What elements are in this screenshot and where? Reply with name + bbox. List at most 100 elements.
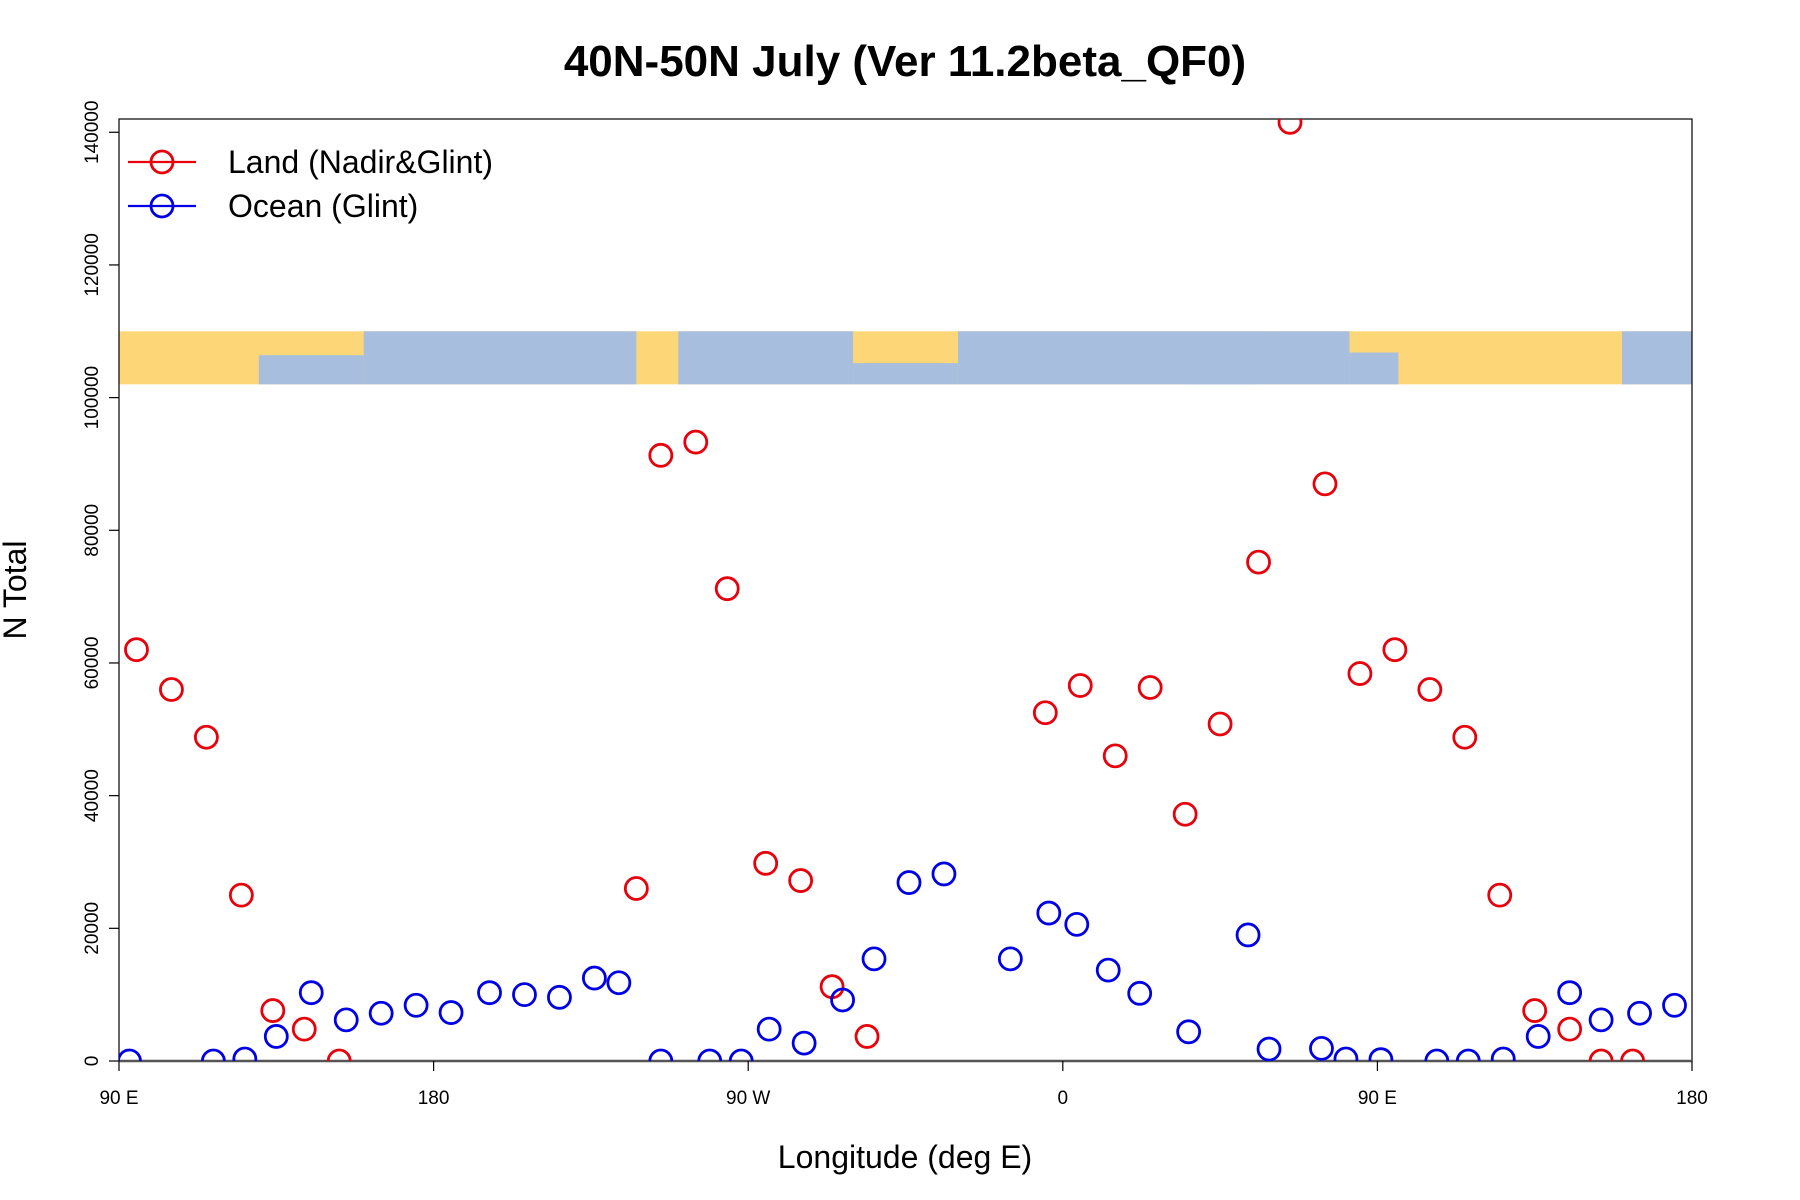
land-point [1207,711,1233,737]
plot-frame [118,118,1693,1062]
ocean-point [200,1048,226,1061]
land-point [623,876,649,901]
y-tick-label: 120000 [82,233,103,296]
ocean-point [298,980,324,1006]
ocean-point [1095,957,1121,983]
ocean-point [830,987,855,1013]
chart-title: 40N-50N July (Ver 11.2beta_QF0) [564,37,1246,86]
x-axis: 90 E 180 90 W 0 90 E 180 [99,1061,1708,1109]
ocean-point [1525,1024,1551,1049]
ocean-point [1588,1007,1614,1033]
ocean-point [1256,1036,1282,1061]
ocean-point [547,984,572,1010]
land-point [291,1016,317,1042]
y-tick-label: 0 [82,1056,103,1067]
land-point [1452,724,1478,750]
land-point [1522,998,1548,1023]
ocean-point [861,946,887,972]
land-point [1382,637,1408,663]
y-tick-label: 80000 [82,504,103,557]
legend: Land (Nadir&Glint) Ocean (Glint) [128,144,493,224]
land-point [1347,661,1373,686]
land-point [1032,700,1058,726]
ocean-point [477,980,502,1006]
ocean-point [368,1000,394,1026]
ocean-point [333,1007,359,1033]
ocean-point [728,1048,754,1061]
land-point [1246,549,1271,575]
land-point [1487,882,1513,908]
land-point [1557,1016,1583,1042]
ocean-point [232,1046,258,1061]
ocean-point [1333,1046,1359,1061]
legend-ocean-label: Ocean (Glint) [228,188,418,224]
legend-land-marker [149,149,175,175]
data-points [119,119,1717,1061]
land-point [1277,119,1303,135]
y-tick-label: 100000 [82,366,103,429]
land-point [228,882,254,908]
y-tick-label: 140000 [82,101,103,164]
ocean-point [263,1024,289,1049]
ocean-point [1235,922,1261,948]
ocean-point [1036,900,1062,926]
y-tick-label: 20000 [82,902,103,955]
land-point [1588,1048,1614,1061]
land-point [1620,1048,1645,1061]
ocean-point [896,870,922,895]
map-strip-ocean [1349,352,1399,385]
ocean-point [581,965,607,991]
ocean-point [791,1030,817,1056]
map-strip-ocean [1272,331,1350,385]
land-point [683,429,709,455]
land-point [1172,801,1198,827]
ocean-point [1176,1019,1202,1045]
x-tick-label: 90 E [1358,1088,1397,1109]
ocean-point [648,1048,674,1061]
ocean-point [997,946,1023,972]
land-point [788,868,814,893]
y-tick-label: 40000 [82,769,103,822]
ocean-point [1557,980,1583,1006]
ocean-point [1064,911,1090,937]
y-axis-label: N Total [0,540,33,639]
ocean-point [403,992,429,1018]
ocean-point [1662,992,1687,1018]
ocean-point [1455,1048,1481,1061]
land-point [124,637,149,663]
ocean-point [1309,1035,1334,1061]
legend-item-land: Land (Nadir&Glint) [128,144,493,180]
ocean-point [756,1016,782,1042]
ocean-point [438,1000,464,1025]
land-point [1137,675,1163,700]
ocean-point [1627,1000,1652,1026]
land-point [753,850,779,876]
map-strip-ocean [853,363,958,385]
x-tick-label: 180 [418,1088,450,1109]
ocean-point [512,982,537,1008]
ocean-point [119,1048,142,1061]
x-tick-label: 180 [1676,1088,1708,1109]
land-point [1102,743,1128,769]
x-axis-label: Longitude (deg E) [778,1139,1032,1175]
map-strip-ocean [258,355,364,385]
x-tick-label: 90 E [99,1088,138,1109]
land-point [193,724,219,750]
ocean-point [606,970,632,996]
legend-ocean-marker [149,193,175,219]
legend-land-label: Land (Nadir&Glint) [228,144,493,180]
land-point [648,442,674,468]
map-strip [119,331,1692,385]
ocean-point [1424,1048,1450,1061]
land-point [326,1048,352,1061]
land-point [1695,639,1717,661]
legend-item-ocean: Ocean (Glint) [128,188,418,224]
map-strip-ocean [678,331,854,385]
x-tick-label: 0 [1058,1088,1069,1109]
land-point [159,677,184,702]
map-strip-ocean [363,331,637,385]
map-strip-ocean [1185,344,1256,385]
land-point [714,576,740,602]
x-tick-label: 90 W [726,1088,770,1109]
ocean-point [931,861,957,887]
